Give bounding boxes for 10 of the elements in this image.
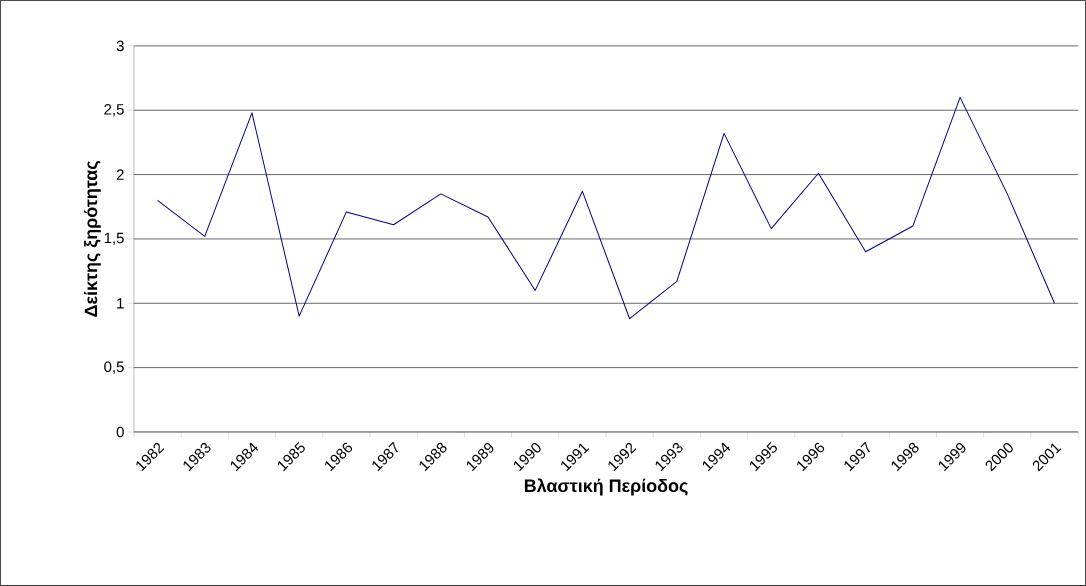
x-axis-title: Βλαστική Περίοδος: [524, 478, 688, 496]
y-tick-label: 3: [116, 40, 124, 52]
y-axis-title: Δείκτης ξηρότητας: [83, 161, 101, 317]
y-tick-label: 0: [116, 426, 124, 438]
y-tick-label: 2: [116, 169, 124, 180]
y-tick-label: 1,5: [104, 232, 124, 246]
y-tick-label: 0,5: [104, 361, 124, 374]
y-tick-label: 1: [117, 298, 124, 309]
line-series: [157, 96, 1055, 320]
y-tick-label: 2,5: [104, 104, 124, 117]
